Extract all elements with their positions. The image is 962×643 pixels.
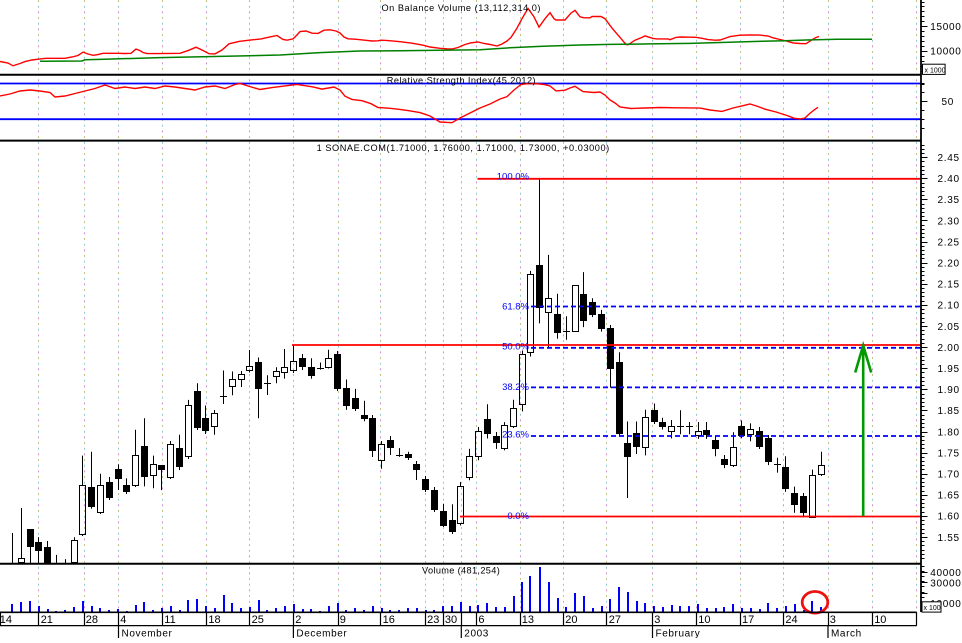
svg-text:2: 2 <box>295 614 301 626</box>
svg-text:Volume (481,254): Volume (481,254) <box>422 566 500 576</box>
svg-text:6: 6 <box>478 614 484 626</box>
svg-text:1.60: 1.60 <box>938 512 960 523</box>
svg-text:On Balance Volume (13,112,314.: On Balance Volume (13,112,314.0) <box>382 3 541 13</box>
svg-text:x 100: x 100 <box>924 605 941 612</box>
svg-text:1.90: 1.90 <box>938 385 960 396</box>
svg-text:November: November <box>122 628 173 638</box>
svg-text:1.75: 1.75 <box>938 448 960 459</box>
svg-text:50: 50 <box>941 97 954 108</box>
svg-text:10000: 10000 <box>930 599 961 610</box>
svg-text:2.30: 2.30 <box>938 216 960 227</box>
svg-text:1.55: 1.55 <box>938 533 960 544</box>
svg-text:10: 10 <box>698 614 710 626</box>
svg-text:3: 3 <box>830 614 836 626</box>
svg-text:23: 23 <box>427 614 439 626</box>
svg-text:17: 17 <box>742 614 754 626</box>
svg-text:25: 25 <box>252 614 264 626</box>
svg-text:1.85: 1.85 <box>938 406 960 417</box>
svg-text:50.0%: 50.0% <box>502 341 529 352</box>
svg-text:20: 20 <box>565 614 577 626</box>
svg-text:2.45: 2.45 <box>938 153 960 164</box>
svg-text:2.35: 2.35 <box>938 195 960 206</box>
svg-text:2.25: 2.25 <box>938 237 960 248</box>
svg-text:38.2%: 38.2% <box>502 382 529 393</box>
svg-text:11: 11 <box>164 614 175 626</box>
svg-text:24: 24 <box>785 614 797 626</box>
svg-text:4: 4 <box>120 614 126 626</box>
svg-text:1 SONAE.COM(1.71000, 1.76000,: 1 SONAE.COM(1.71000, 1.76000, 1.71000, 1… <box>317 143 610 153</box>
svg-text:10000: 10000 <box>930 47 961 58</box>
svg-text:16: 16 <box>383 614 395 626</box>
svg-text:15000: 15000 <box>930 22 961 33</box>
svg-text:61.8%: 61.8% <box>502 302 529 313</box>
svg-text:30: 30 <box>445 614 457 626</box>
svg-text:2.40: 2.40 <box>938 174 960 185</box>
svg-text:30000: 30000 <box>930 578 961 589</box>
svg-text:28: 28 <box>86 614 98 626</box>
svg-text:10: 10 <box>874 614 886 626</box>
svg-text:Relative Strength Index(45.201: Relative Strength Index(45.2012) <box>387 76 536 86</box>
svg-text:2.05: 2.05 <box>938 322 960 333</box>
svg-text:2.10: 2.10 <box>938 301 960 312</box>
svg-text:3: 3 <box>654 614 660 626</box>
svg-text:27: 27 <box>609 614 621 626</box>
svg-text:x 1000: x 1000 <box>925 67 946 74</box>
svg-text:2.20: 2.20 <box>938 259 960 270</box>
svg-text:February: February <box>656 628 701 638</box>
svg-text:13: 13 <box>522 614 534 626</box>
svg-text:14: 14 <box>0 614 12 626</box>
svg-text:23.6%: 23.6% <box>502 430 529 441</box>
svg-text:9: 9 <box>340 614 346 626</box>
svg-text:March: March <box>831 628 862 638</box>
svg-text:2.15: 2.15 <box>938 280 960 291</box>
svg-text:18: 18 <box>208 614 220 626</box>
svg-text:1.95: 1.95 <box>938 364 960 375</box>
svg-text:40000: 40000 <box>930 568 961 579</box>
svg-text:21: 21 <box>41 614 53 626</box>
svg-text:2003: 2003 <box>464 628 489 638</box>
svg-text:1.70: 1.70 <box>938 470 960 481</box>
svg-text:1.65: 1.65 <box>938 491 960 502</box>
svg-text:2.00: 2.00 <box>938 343 960 354</box>
svg-text:December: December <box>296 628 347 638</box>
svg-text:0.0%: 0.0% <box>507 511 529 522</box>
svg-text:1.80: 1.80 <box>938 427 960 438</box>
svg-text:100.0%: 100.0% <box>497 172 530 183</box>
